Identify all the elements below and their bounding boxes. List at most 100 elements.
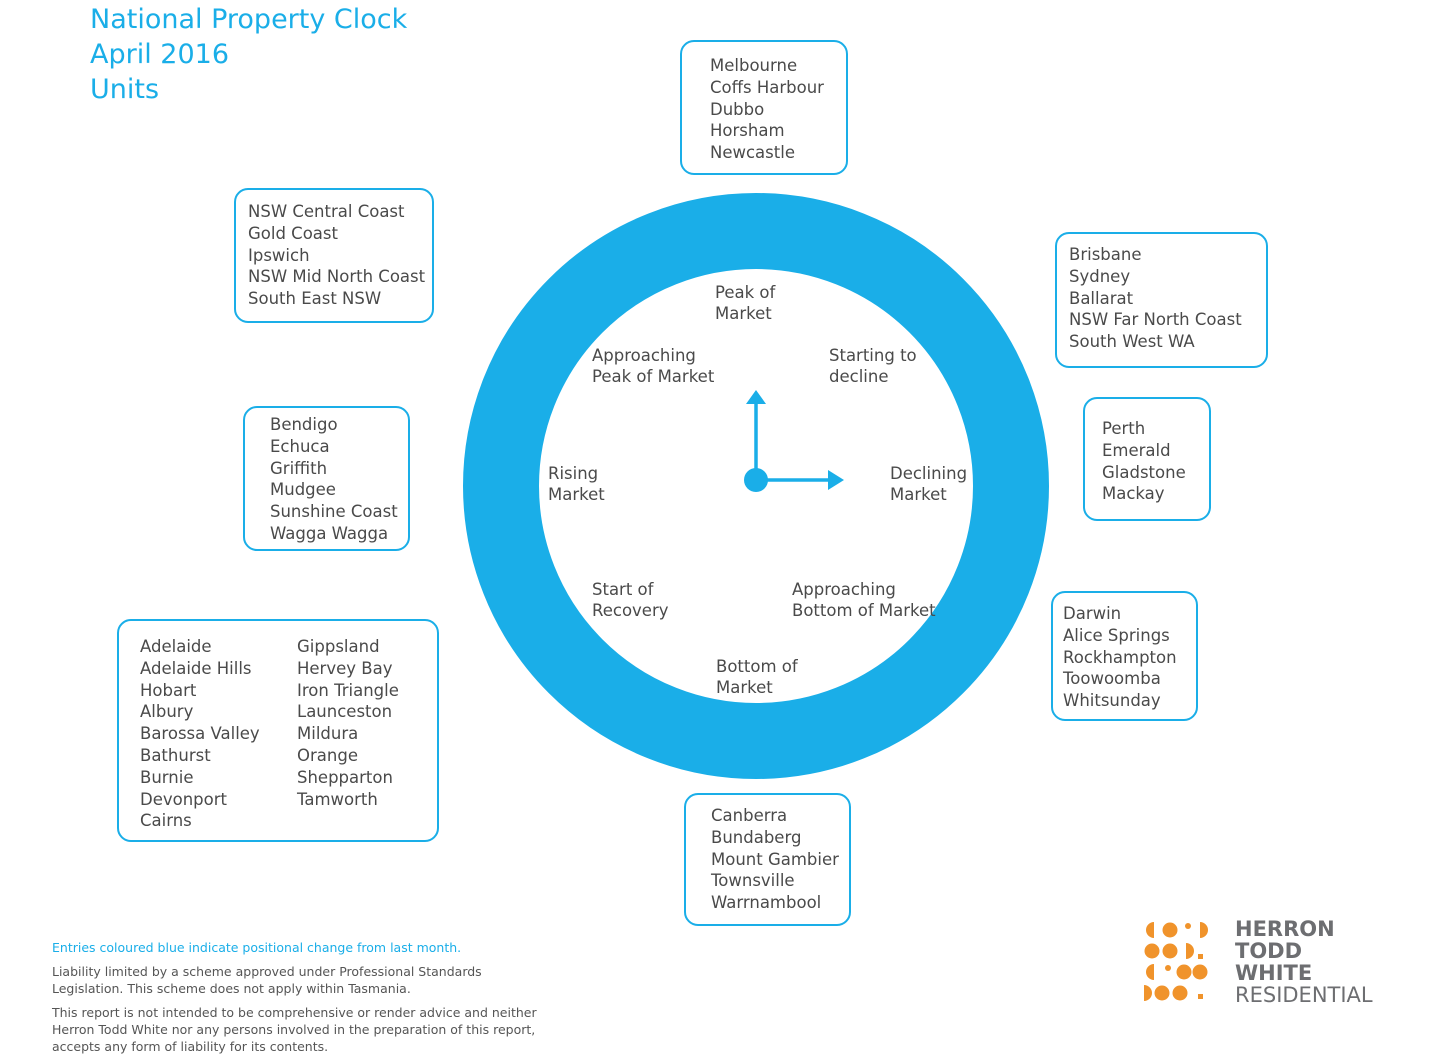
clock-ring [463, 193, 1049, 779]
region-item: Echuca [270, 436, 330, 456]
region-item: NSW Far North Coast [1069, 310, 1242, 330]
region-item: Mildura [297, 724, 359, 744]
footer-line: Liability limited by a scheme approved u… [52, 964, 482, 979]
region-item: Griffith [270, 458, 328, 478]
phase-label-line: Start of [592, 580, 654, 599]
region-item: Coffs Harbour [710, 77, 824, 97]
box-approaching-peak: NSW Central Coast Gold Coast Ipswich NSW… [234, 188, 434, 323]
region-item: Gladstone [1102, 462, 1186, 482]
region-item: Iron Triangle [297, 680, 399, 700]
phase-label-line: Starting to [829, 346, 917, 365]
region-item: Dubbo [710, 99, 765, 119]
phase-label-line: Approaching [792, 580, 896, 599]
region-item: South East NSW [248, 289, 382, 309]
phase-label-line: Market [890, 485, 947, 504]
region-item: Toowoomba [1063, 669, 1161, 689]
region-item: Mudgee [270, 480, 336, 500]
footer-line: Legislation. This scheme does not apply … [52, 981, 411, 996]
region-item: NSW Central Coast [248, 202, 405, 221]
region-item: Mackay [1102, 484, 1165, 504]
title-line-2: April 2016 [90, 39, 230, 70]
region-item: Orange [297, 745, 358, 765]
phase-label-line: decline [829, 367, 889, 386]
footer-liability: Liability limited by a scheme approved u… [52, 963, 482, 997]
region-item: South West WA [1069, 332, 1195, 352]
region-item: Emerald [1102, 440, 1171, 460]
region-item: Barossa Valley [140, 724, 260, 744]
region-item: Albury [140, 702, 194, 722]
region-item: Mount Gambier [711, 849, 839, 869]
region-item: Launceston [297, 702, 393, 722]
clock-hour-hand-arrow [746, 390, 766, 404]
region-item: Newcastle [710, 143, 795, 163]
region-item: Burnie [140, 767, 194, 787]
region-item: Bendigo [270, 415, 338, 434]
region-item: Devonport [140, 789, 227, 809]
region-item: Tamworth [297, 789, 378, 809]
footer-disclaimer: This report is not intended to be compre… [52, 1004, 537, 1055]
phase-label-line: Recovery [592, 601, 669, 620]
box-bottom-of-market: Canberra Bundaberg Mount Gambier Townsvi… [684, 793, 851, 926]
phase-label-line: Declining [890, 464, 968, 483]
phase-starting-to-decline: Starting to decline [829, 345, 917, 387]
title-line-3: Units [90, 74, 160, 105]
phase-label-line: Approaching [592, 346, 696, 365]
footer-note: Entries coloured blue indicate positiona… [52, 940, 462, 955]
clock-minute-hand-arrow [828, 470, 844, 490]
region-item: Adelaide [140, 637, 212, 656]
region-item: Canberra [711, 806, 788, 825]
region-item: Bathurst [140, 745, 211, 765]
region-item: Alice Springs [1063, 625, 1170, 645]
region-item: Hobart [140, 680, 197, 700]
region-item: Wagga Wagga [270, 523, 389, 543]
phase-label-line: Bottom of Market [792, 601, 936, 620]
box-rising-market: Bendigo Echuca Griffith Mudgee Sunshine … [243, 406, 410, 551]
region-item: Darwin [1063, 604, 1122, 623]
phase-label-line: Peak of [715, 283, 776, 302]
region-item: NSW Mid North Coast [248, 267, 426, 287]
logo-line-herron: HERRON [1235, 917, 1335, 941]
phase-approaching-peak: Approaching Peak of Market [592, 345, 714, 387]
footer-line: This report is not intended to be compre… [52, 1005, 537, 1020]
phase-start-of-recovery: Start of Recovery [592, 579, 669, 621]
region-item: Cairns [140, 811, 192, 831]
region-item: Perth [1102, 419, 1146, 438]
region-item: Warrnambool [711, 893, 822, 913]
region-item: Adelaide Hills [140, 658, 252, 678]
region-item: Hervey Bay [297, 658, 393, 678]
box-start-of-recovery: Adelaide Adelaide Hills Hobart Albury Ba… [117, 619, 439, 842]
region-item: Rockhampton [1063, 647, 1177, 667]
region-item: Whitsunday [1063, 691, 1161, 711]
phase-label-line: Market [548, 485, 605, 504]
region-item: Ipswich [248, 245, 310, 265]
region-item: Horsham [710, 121, 785, 141]
logo-line-white: WHITE [1235, 961, 1313, 985]
region-item: Townsville [711, 871, 795, 891]
phase-label-line: Market [715, 304, 772, 323]
region-item: Bundaberg [711, 827, 802, 847]
logo-line-residential: RESIDENTIAL [1235, 983, 1373, 1007]
phase-rising-market: Rising Market [548, 463, 605, 505]
region-item: Ballarat [1069, 288, 1134, 308]
footer-line: Herron Todd White nor any persons involv… [52, 1022, 536, 1037]
region-item: Brisbane [1069, 245, 1142, 264]
phase-label-line: Market [716, 678, 773, 697]
page-title: National Property Clock April 2016 Units [90, 2, 407, 107]
box-declining-market: Perth Emerald Gladstone Mackay [1083, 397, 1211, 521]
footer-line: accepts any form of liability for its co… [52, 1039, 329, 1054]
region-item: Shepparton [297, 767, 393, 787]
logo-line-todd: TODD [1235, 939, 1303, 963]
title-line-1: National Property Clock [90, 4, 408, 35]
region-item: Sunshine Coast [270, 502, 398, 522]
phase-label-line: Rising [548, 464, 599, 483]
box-starting-to-decline: Brisbane Sydney Ballarat NSW Far North C… [1055, 232, 1268, 368]
box-peak-of-market: Melbourne Coffs Harbour Dubbo Horsham Ne… [680, 40, 848, 175]
region-item: Melbourne [710, 56, 798, 75]
phase-label-line: Peak of Market [592, 367, 715, 386]
clock-center-dot [744, 468, 768, 492]
region-item: Gippsland [297, 637, 380, 656]
phase-declining-market: Declining Market [890, 463, 967, 505]
logo-mark-icon [1144, 922, 1208, 1001]
region-item: Gold Coast [248, 223, 338, 243]
